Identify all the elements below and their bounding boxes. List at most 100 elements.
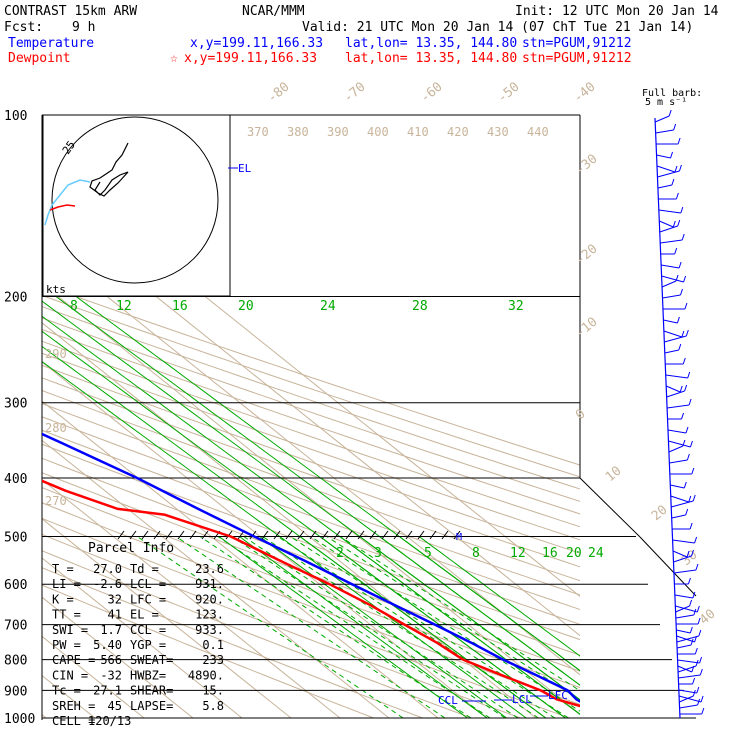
mixing-ratio-label: 16 (542, 546, 558, 561)
parcel-row-value: 120/13 (88, 714, 131, 728)
dry-adiabat-label: 420 (447, 125, 469, 139)
wind-barb-flag (684, 302, 688, 310)
parcel-row-label: Td = (130, 562, 159, 576)
barb-header-line2: 5 m s⁻¹ (645, 97, 687, 108)
wind-barb-flag (680, 206, 684, 214)
parcel-row-label: LI = (52, 577, 81, 591)
mixing-ratio-line (310, 536, 580, 712)
isotherm-label: -70 (341, 79, 369, 106)
hatch-mark (369, 530, 377, 540)
wind-barb-staff (654, 117, 681, 719)
dry-adiabat-label: 440 (527, 125, 549, 139)
wind-barb-flag (685, 329, 689, 337)
init-time: Init: 12 UTC Mon 20 Jan 14 (515, 4, 719, 19)
hatch-mark (261, 530, 269, 540)
wind-barbs (654, 109, 705, 719)
wind-barb-flag (688, 398, 692, 406)
pressure-tick-label: 300 (4, 397, 27, 412)
wind-barb (657, 184, 673, 189)
hodograph-ring-label: 25 (60, 138, 78, 156)
moist-adiabat-line (42, 361, 527, 719)
mixing-ratio-label: 12 (510, 546, 526, 561)
m-marker: M (456, 532, 462, 543)
dry-adiabat-label: 400 (367, 125, 389, 139)
wind-barb (679, 704, 698, 709)
hatch-mark (453, 530, 461, 540)
hatch-mark (381, 530, 389, 540)
mixing-ratio-label: 8 (70, 299, 78, 314)
hodograph-ring (51, 116, 219, 284)
wind-barb (667, 404, 690, 409)
parcel-row-value: 15. (202, 684, 224, 698)
legend-temperature-name: Temperature (8, 36, 94, 51)
wind-barb-flag (682, 357, 686, 365)
wind-barb-flag (689, 440, 693, 448)
wind-barb-flag (692, 689, 696, 697)
mixing-ratio-lines (42, 270, 580, 719)
wind-barb (667, 429, 687, 434)
wind-barb-flag (677, 137, 681, 145)
hodograph-trace (89, 142, 129, 197)
pressure-tick-label: 800 (4, 654, 27, 669)
mixing-ratio-line (175, 536, 446, 719)
mixing-ratio-label: 20 (238, 299, 254, 314)
hatch-mark (429, 530, 437, 540)
hodograph-surface-trace (49, 204, 76, 211)
isotherm-label: -40 (571, 79, 599, 106)
hatch-mark (177, 530, 185, 540)
parcel-row-label: LAPSE= (130, 699, 173, 713)
mixing-ratio-label: 16 (172, 299, 188, 314)
mixing-ratio-label: 20 (566, 546, 582, 561)
wind-barb-flag (699, 668, 703, 676)
forecast-hours: 9 h (72, 20, 95, 35)
dry-adiabat-label: 380 (287, 125, 309, 139)
wind-barb-flag (698, 629, 702, 637)
parcel-row-value: 933. (195, 623, 224, 637)
lcl-marker: LCL (512, 693, 532, 706)
wind-barb (675, 605, 690, 613)
wind-barb-flag (670, 151, 674, 159)
hatch-mark (405, 530, 413, 540)
pressure-tick-label: 100 (4, 109, 27, 124)
parcel-info-panel: Parcel Info T = 27.0 Td = 23.6 LI = -2.6 LCL =… (52, 541, 224, 728)
parcel-row-label: SREH = (52, 699, 95, 713)
dry-adiabat-line (42, 294, 580, 478)
parcel-row-label: CCL = (130, 623, 166, 637)
mixing-ratio-label: 24 (588, 546, 604, 561)
wind-barb-flag (676, 316, 680, 324)
parcel-row-label: EL = (130, 608, 159, 622)
dry-adiabat-line (42, 402, 580, 596)
wind-barb (678, 674, 701, 679)
wind-barb-flag (682, 439, 686, 447)
hodograph-units: kts (46, 283, 66, 296)
wind-barb-flag (672, 220, 676, 228)
wind-barb (679, 695, 694, 703)
wind-barb (662, 294, 681, 299)
dry-adiabat-line (42, 284, 580, 466)
mixing-ratio-label: 32 (508, 299, 524, 314)
parcel-row-label: YGP = (130, 638, 166, 652)
dry-adiabat-line (42, 502, 580, 705)
wind-barb (670, 495, 689, 503)
parcel-row-label: SHEAR= (130, 684, 173, 698)
wind-barb (675, 614, 694, 619)
wind-barb (676, 644, 692, 649)
pressure-tick-label: 1000 (4, 712, 35, 727)
hatch-mark (189, 530, 197, 540)
dry-adiabat-line (42, 457, 580, 656)
dry-adiabats (42, 284, 580, 719)
parcel-info-title: Parcel Info (88, 541, 174, 556)
hatch-mark (297, 530, 305, 540)
dry-adiabat-line (42, 517, 570, 719)
dry-adiabat-line (42, 328, 580, 515)
hatch-mark (165, 530, 173, 540)
wind-barb-flag (678, 261, 682, 269)
wind-barb (673, 555, 692, 563)
isotherm-label: -20 (573, 241, 601, 268)
hatch-mark (393, 530, 401, 540)
mixing-ratio-line (231, 536, 506, 719)
wind-barb-flag (687, 371, 691, 379)
parcel-row-value: 0.1 (202, 638, 224, 652)
dry-adiabat-label: 280 (45, 421, 67, 435)
wind-barb-flag (686, 550, 690, 558)
